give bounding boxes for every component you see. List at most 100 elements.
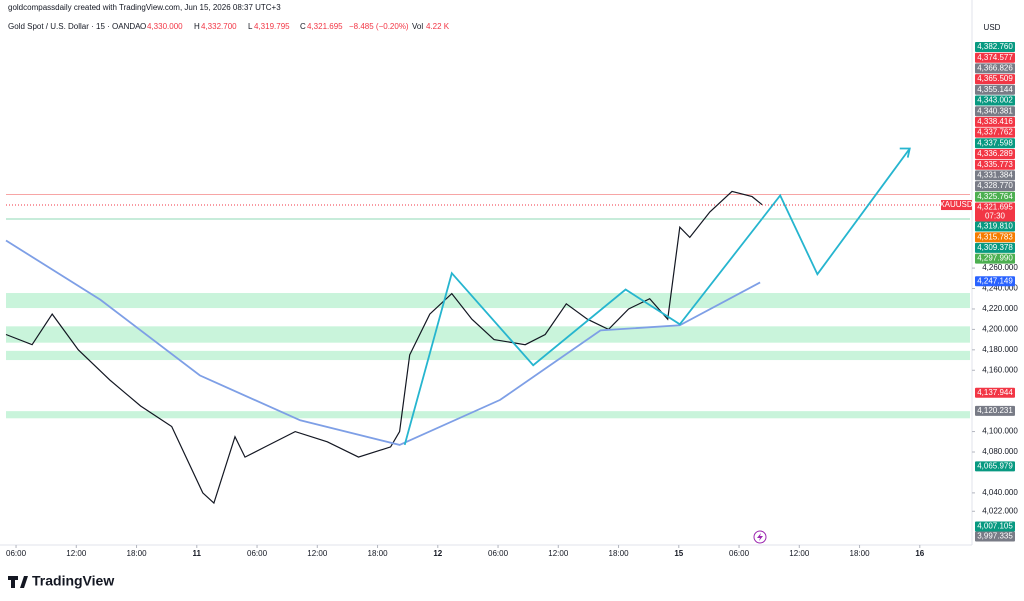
legend-text: 4.22 K [426, 22, 450, 31]
price-tag [975, 127, 1015, 138]
legend-text: O [140, 22, 146, 31]
price-tag-label: 4,319.810 [977, 222, 1013, 231]
price-tag-label: 4,325.764 [977, 192, 1013, 201]
price-tag [975, 181, 1015, 192]
legend-text: 4,319.795 [254, 22, 290, 31]
logo [8, 576, 28, 588]
symbol-tag [941, 200, 972, 211]
price-tag [975, 42, 1015, 52]
price-tag [975, 149, 1015, 159]
price-tag-label: 4,335.773 [977, 160, 1013, 169]
price-tag-label: 4,337.598 [977, 138, 1013, 147]
price-tag [975, 461, 1015, 472]
price-tag-label: 4,315.783 [977, 232, 1013, 241]
event-icon[interactable] [753, 530, 767, 544]
y-tick-label: 4,200.000 [982, 325, 1018, 334]
price-tag [975, 138, 1015, 149]
y-tick-label: 4,180.000 [982, 345, 1018, 354]
x-tick-label: 15 [674, 549, 683, 558]
price-tag [975, 531, 1015, 542]
price-tag-label: 4,065.979 [977, 461, 1013, 470]
y-tick-label: 4,220.000 [982, 304, 1018, 313]
x-tick-label: 12:00 [789, 549, 810, 558]
price-tag [975, 202, 1015, 222]
x-tick-label: 12:00 [548, 549, 569, 558]
legend-text: 4,330.000 [147, 22, 183, 31]
x-tick-label: 06:00 [247, 549, 268, 558]
legend-text: H [194, 22, 200, 31]
x-tick-label: 11 [193, 549, 202, 558]
x-tick-label: 18:00 [850, 549, 871, 558]
brand: TradingView [32, 573, 114, 589]
y-tick-label: 4,040.000 [982, 488, 1018, 497]
currency: USD [984, 23, 1001, 32]
x-tick-label: 12 [433, 549, 442, 558]
series-line [5, 239, 761, 446]
price-tag-label: 4,321.695 [977, 203, 1013, 212]
x-tick-label: 18:00 [609, 549, 630, 558]
symbol-label: XAUUSD [939, 200, 973, 209]
legend-text: −8.485 (−0.20%) [349, 22, 409, 31]
y-tick-label: 4,022.000 [982, 506, 1018, 515]
x-tick-label: 06:00 [729, 549, 750, 558]
price-tag [975, 405, 1015, 416]
arrow-head [899, 147, 911, 158]
price-tag-label: 4,366.826 [977, 64, 1013, 73]
price-tag [975, 232, 1015, 243]
x-tick-label: 12:00 [307, 549, 328, 558]
zone [6, 350, 970, 361]
legend-text: 4,321.695 [307, 22, 343, 31]
y-tick-label: 4,160.000 [982, 365, 1018, 374]
price-tag [975, 170, 1015, 181]
price-tag [975, 242, 1015, 253]
price-tag [975, 74, 1015, 85]
price-tag [975, 387, 1015, 398]
price-tag-label: 4,340.381 [977, 106, 1013, 115]
price-tag-label: 4,374.577 [977, 53, 1013, 62]
price-tag-label: 4,338.416 [977, 117, 1013, 126]
price-tag [975, 116, 1015, 127]
legend-row: Gold Spot / U.S. Dollar · 15 · OANDA O 4,3… [8, 22, 450, 31]
legend-text: Vol [412, 22, 423, 31]
legend-text: 4,332.700 [201, 22, 237, 31]
price-tag-label: 4,355.144 [977, 85, 1013, 94]
price-tag [975, 84, 1015, 95]
price-tag-label: 3,997.335 [977, 532, 1013, 541]
x-tick-label: 18:00 [368, 549, 389, 558]
price-tag-label: 4,247.149 [977, 276, 1013, 285]
price-tag [975, 221, 1015, 232]
price-tag-label: 4,297.990 [977, 254, 1013, 263]
price-tag [975, 95, 1015, 106]
price-tag-label: 4,328.770 [977, 181, 1013, 190]
price-tag [975, 276, 1015, 287]
price-tag-label: 4,382.760 [977, 42, 1013, 51]
x-tick-label: 06:00 [488, 549, 509, 558]
x-tick-label: 12:00 [66, 549, 87, 558]
countdown: 07:30 [985, 212, 1006, 221]
y-tick-label: 4,240.000 [982, 284, 1018, 293]
price-tag [975, 106, 1015, 117]
price-tag-label: 4,343.002 [977, 96, 1013, 105]
x-tick-label: 16 [915, 549, 924, 558]
zone [6, 293, 970, 309]
price-tag [975, 191, 1015, 202]
price-tag [975, 521, 1015, 532]
y-tick-label: 4,260.000 [982, 263, 1018, 272]
x-tick-label: 18:00 [127, 549, 148, 558]
price-tag [975, 63, 1015, 74]
byline: goldcompassdaily created with TradingVie… [8, 3, 281, 12]
price-tag-label: 4,120.231 [977, 406, 1013, 415]
series-line [5, 190, 763, 505]
price-tag [975, 253, 1015, 264]
legend-text: C [300, 22, 306, 31]
series-line [403, 147, 911, 446]
price-tag-label: 4,137.944 [977, 388, 1013, 397]
legend-text: Gold Spot / U.S. Dollar · 15 · OANDA [8, 22, 141, 31]
price-tag-label: 4,365.509 [977, 74, 1013, 83]
y-tick-label: 4,100.000 [982, 427, 1018, 436]
price-tag-label: 4,336.289 [977, 149, 1013, 158]
y-tick-label: 4,080.000 [982, 447, 1018, 456]
price-tag [975, 52, 1015, 63]
event-icon [757, 533, 763, 541]
